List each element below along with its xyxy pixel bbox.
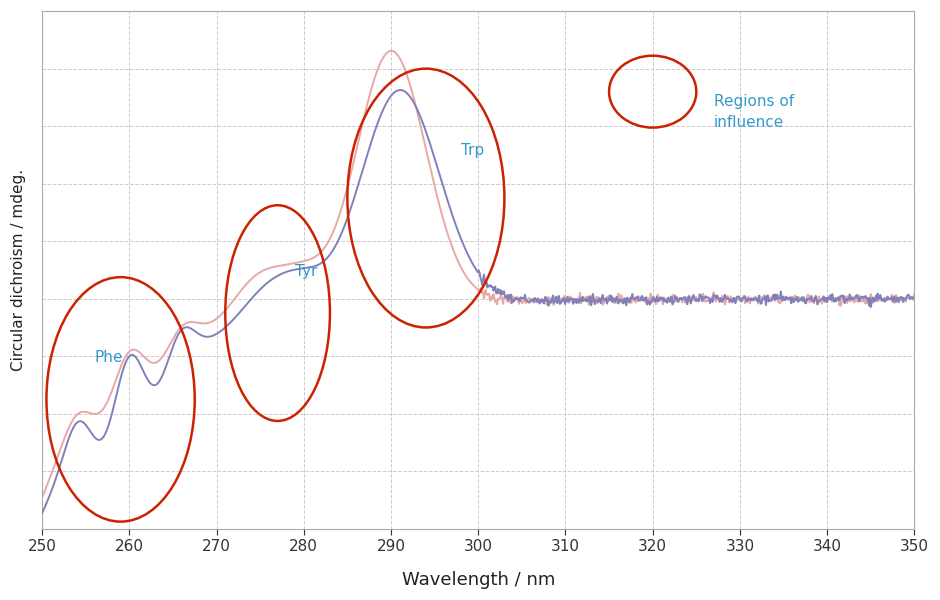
X-axis label: Wavelength / nm: Wavelength / nm <box>401 571 555 589</box>
Text: Regions of
influence: Regions of influence <box>713 94 794 130</box>
Text: Tyr: Tyr <box>295 264 318 279</box>
Y-axis label: Circular dichroism / mdeg.: Circular dichroism / mdeg. <box>11 169 26 371</box>
Text: Phe: Phe <box>94 350 123 365</box>
Text: Trp: Trp <box>461 143 484 158</box>
